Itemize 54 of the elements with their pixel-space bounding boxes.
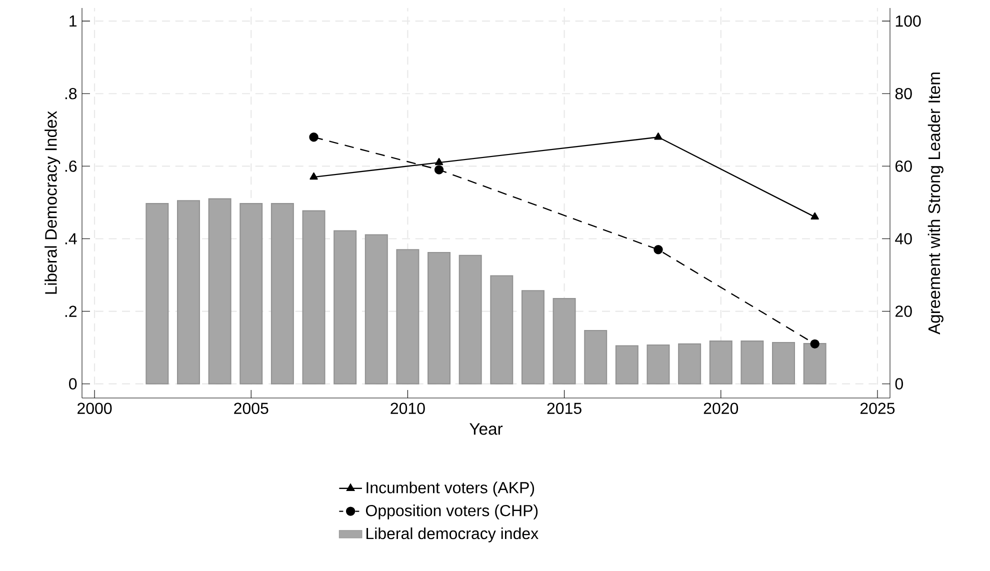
bar — [240, 203, 263, 384]
x-tick-label: 2015 — [547, 402, 582, 414]
x-tick-label: 2000 — [78, 402, 112, 414]
y2-tick-label: 100 — [896, 15, 921, 27]
bar — [772, 342, 796, 384]
bar — [208, 198, 232, 384]
x-tick-label: 2025 — [860, 402, 895, 414]
bar — [678, 343, 702, 384]
y-tick-label: .2 — [65, 306, 76, 317]
y-tick-label: .4 — [65, 233, 77, 244]
point — [654, 132, 662, 140]
bar — [176, 200, 200, 384]
y-tick-label: 1 — [70, 16, 77, 27]
point — [654, 245, 663, 254]
x-axis-title: Year — [470, 423, 503, 435]
x-tick-label: 2005 — [234, 402, 268, 414]
y2-tick-label: 0 — [895, 378, 903, 390]
bar — [521, 290, 544, 384]
legend-label: Opposition voters (CHP) — [366, 504, 538, 520]
bar — [458, 254, 482, 384]
bar — [364, 234, 388, 384]
bar — [803, 343, 826, 384]
legend-label: Liberal democracy index — [366, 527, 538, 542]
point — [810, 212, 819, 220]
point — [434, 158, 444, 166]
y-tick-label: .8 — [65, 88, 77, 100]
legend-label: Incumbent voters (AKP) — [366, 482, 534, 496]
x-tick-label: 2010 — [390, 402, 425, 414]
bar — [428, 252, 451, 384]
bar — [490, 275, 514, 384]
bar — [646, 344, 670, 384]
bar — [302, 210, 326, 384]
point — [309, 132, 318, 142]
y2-tick-label: 80 — [895, 88, 912, 100]
bar — [552, 298, 576, 384]
y2-tick-label: 60 — [896, 160, 912, 172]
bar — [584, 330, 608, 384]
bar — [334, 230, 357, 384]
bar — [270, 203, 294, 384]
y-axis-title: Liberal Democracy Index — [44, 111, 60, 294]
point — [810, 339, 820, 349]
bar — [709, 340, 732, 384]
point — [310, 172, 318, 180]
x-tick-label: 2020 — [704, 402, 738, 414]
y-tick-label: .6 — [65, 160, 77, 172]
bar — [740, 340, 764, 384]
y2-axis-title: Agreement with Strong Leader Item — [928, 72, 944, 334]
y2-tick-label: 40 — [895, 233, 912, 244]
y2-tick-label: 20 — [896, 306, 912, 317]
bar — [396, 249, 420, 384]
y-tick-label: 0 — [69, 378, 77, 390]
point — [434, 165, 444, 174]
bar — [615, 345, 638, 384]
bar — [146, 203, 169, 384]
